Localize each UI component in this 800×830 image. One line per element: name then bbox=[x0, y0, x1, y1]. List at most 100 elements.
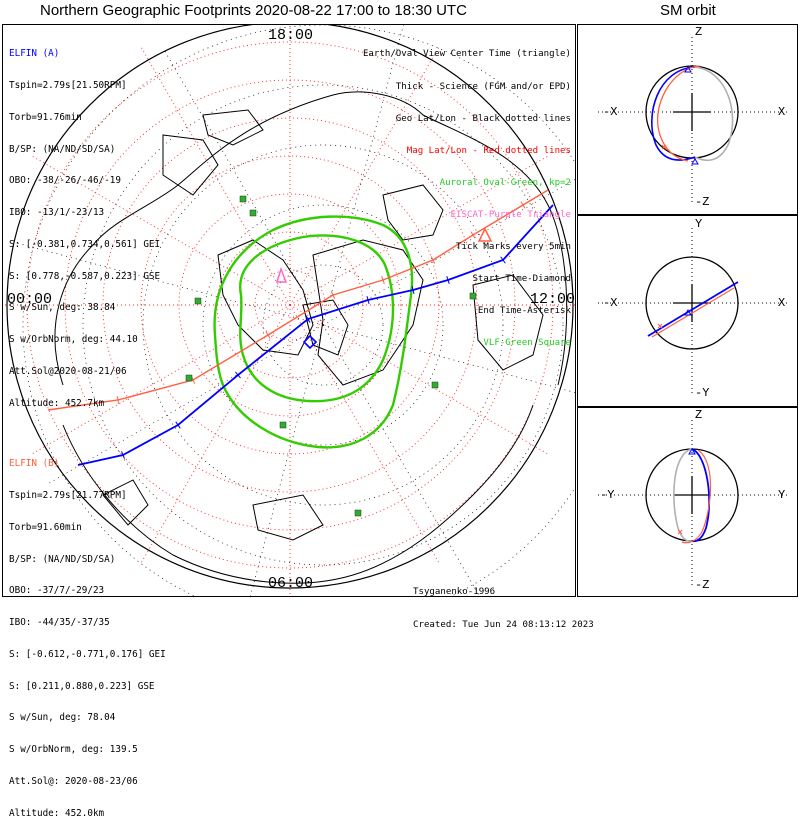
elfin-a-line: S: [-0.381,0.734,0.561] GEI bbox=[9, 238, 161, 250]
elfin-a-line: B/SP: (NA/ND/SD/SA) bbox=[9, 143, 116, 155]
vlf-squares bbox=[185, 195, 477, 517]
sm3-down-label: -Z bbox=[695, 578, 710, 592]
tick-mark bbox=[446, 276, 450, 284]
geo-lon-line bbox=[322, 25, 404, 326]
mlt-label-bottom: 06:00 bbox=[268, 575, 314, 592]
elfin-b-line: Torb=91.60min bbox=[9, 521, 82, 533]
mlt-label-right: 12:00 bbox=[530, 291, 576, 308]
elfin-b-trajectory bbox=[47, 189, 549, 411]
tick-mark bbox=[235, 371, 241, 379]
geo-lon-line bbox=[45, 324, 324, 486]
elfin-b-track bbox=[47, 189, 549, 411]
legend-item: Earth/Oval View Center Time (triangle) bbox=[362, 49, 571, 60]
tick-mark bbox=[330, 291, 336, 299]
sm-orbit-xz-panel: Z -Z -X X bbox=[577, 24, 798, 215]
tick-mark bbox=[500, 256, 506, 264]
elfin-a-line: Tspin=2.79s[21.50RPM] bbox=[9, 79, 127, 91]
elfin-a-start-diamond bbox=[302, 334, 318, 350]
eiscat-triangle bbox=[275, 266, 288, 283]
coastlines bbox=[6, 25, 574, 589]
sm1-left-label: -X bbox=[603, 105, 618, 119]
elfin-a-track bbox=[77, 204, 554, 466]
mag-lat-circle bbox=[178, 193, 402, 417]
sm2-up-label: Y bbox=[695, 217, 703, 231]
elfin-a-trajectory bbox=[77, 204, 554, 466]
tick-mark bbox=[116, 395, 120, 405]
mlt-label-top: 18:00 bbox=[268, 27, 314, 44]
sm2-right-label: X bbox=[778, 296, 786, 310]
auroral-ovals bbox=[213, 215, 414, 449]
geo-lon-line bbox=[322, 179, 575, 326]
elfin-a-line: S w/OrbNorm, deg: 44.10 bbox=[9, 334, 138, 346]
footprint-map-panel: 18:00 00:00 12:00 06:00 bbox=[2, 24, 576, 597]
credits: Tsyganenko-1996 Created: Tue Jun 24 08:1… bbox=[413, 565, 594, 642]
elfin-b-line: OBO: -37/7/-29/23 bbox=[9, 585, 105, 597]
tick-mark bbox=[411, 285, 415, 295]
elfin-b-line: S: [0.211,0.880,0.223] GSE bbox=[9, 680, 155, 692]
sm1-right-label: X bbox=[778, 105, 786, 119]
legend-item: End Time-Asterisk bbox=[477, 306, 571, 317]
elfin-b-line: S w/OrbNorm, deg: 139.5 bbox=[9, 744, 138, 756]
elfin-a-line: Altitude: 452.7km bbox=[9, 397, 105, 409]
legend-item: VLF-Green Square bbox=[483, 338, 571, 349]
sm-xz-plot bbox=[598, 37, 788, 203]
vlf-square bbox=[249, 209, 257, 217]
sm3-left-label: -Y bbox=[600, 488, 615, 502]
legend-item: Tick Marks every 5min bbox=[456, 242, 571, 253]
legend-item: Start Time-Diamond bbox=[472, 274, 571, 285]
elfin-a-line: S w/Sun, deg: 38.84 bbox=[9, 302, 116, 314]
geo-lat-lon-grid bbox=[13, 25, 575, 596]
elfin-b-line: IBO: -44/35/-37/35 bbox=[9, 617, 110, 629]
vlf-square bbox=[279, 421, 287, 429]
geo-lat-circle bbox=[82, 84, 564, 566]
legend-item: EISCAT-Purple Triangle bbox=[450, 209, 571, 220]
elfin-a-info: ELFIN (A) Tspin=2.79s[21.50RPM] Torb=91.… bbox=[9, 28, 160, 420]
sm3-right-label: Y bbox=[778, 488, 786, 502]
elfin-b-line: B/SP: (NA/ND/SD/SA) bbox=[9, 553, 116, 565]
geo-lon-line bbox=[250, 324, 324, 596]
elfin-b-line: S w/Sun, deg: 78.04 bbox=[9, 712, 116, 724]
model-name: Tsyganenko-1996 bbox=[413, 587, 496, 597]
page-title: Northern Geographic Footprints 2020-08-2… bbox=[40, 2, 467, 19]
sm2-left-label: -X bbox=[603, 296, 618, 310]
elfin-b-name: ELFIN (B) bbox=[9, 458, 60, 470]
elfin-a-line: Torb=91.76min bbox=[9, 111, 82, 123]
vlf-square bbox=[354, 509, 362, 517]
tick-mark bbox=[520, 201, 526, 209]
elfin-b-info: ELFIN (B) Tspin=2.79s[21.77RPM] Torb=91.… bbox=[9, 438, 166, 830]
tick-mark bbox=[366, 296, 370, 304]
vlf-square bbox=[431, 381, 439, 389]
vlf-square bbox=[239, 195, 247, 203]
elfin-a-line: S: [0.778,-0.587,0.223] GSE bbox=[9, 270, 161, 282]
tick-mark bbox=[305, 315, 311, 323]
sm-orbit-title: SM orbit bbox=[660, 2, 716, 19]
sm2-down-label: -Y bbox=[695, 386, 710, 400]
legend-item: Mag Lat/Lon - Red dotted lines bbox=[406, 145, 571, 156]
tick-mark bbox=[381, 276, 385, 284]
vlf-square bbox=[469, 292, 477, 300]
geo-lon-line bbox=[13, 241, 324, 326]
elfin-b-view-center-triangle bbox=[477, 227, 493, 242]
elfin-a-line: Att.Sol@2020-08-21/06 bbox=[9, 366, 127, 377]
created-date: Created: Tue Jun 24 08:13:12 2023 bbox=[413, 620, 594, 630]
tick-mark bbox=[265, 331, 271, 339]
legend-item: Thick - Science (FGM and/or EPD) bbox=[395, 81, 571, 92]
sm1-down-label: -Z bbox=[695, 195, 710, 209]
tick-mark bbox=[175, 421, 181, 429]
sm-orbit-yz-panel: Z -Z -Y Y bbox=[577, 407, 798, 597]
elfin-b-line: Tspin=2.79s[21.77RPM] bbox=[9, 489, 127, 501]
sm-xy-plot bbox=[598, 228, 788, 394]
geo-lat-circle bbox=[142, 144, 504, 506]
elfin-a-line: OBO: -38/-26/-46/-19 bbox=[9, 175, 121, 187]
mlt-label-left: 00:00 bbox=[7, 291, 53, 308]
geo-lon-line bbox=[162, 47, 324, 326]
vlf-square bbox=[185, 374, 193, 382]
geo-lat-circle bbox=[262, 264, 384, 386]
geo-lon-line bbox=[322, 324, 480, 596]
sm-yz-plot bbox=[598, 420, 788, 586]
mag-lat-circle bbox=[102, 117, 478, 493]
geo-lon-line bbox=[322, 324, 575, 393]
elfin-b-line: Att.Sol@: 2020-08-23/06 bbox=[9, 776, 138, 787]
elfin-a-line: IBO: -13/1/-23/13 bbox=[9, 207, 105, 219]
sm1-up-label: Z bbox=[695, 25, 703, 39]
